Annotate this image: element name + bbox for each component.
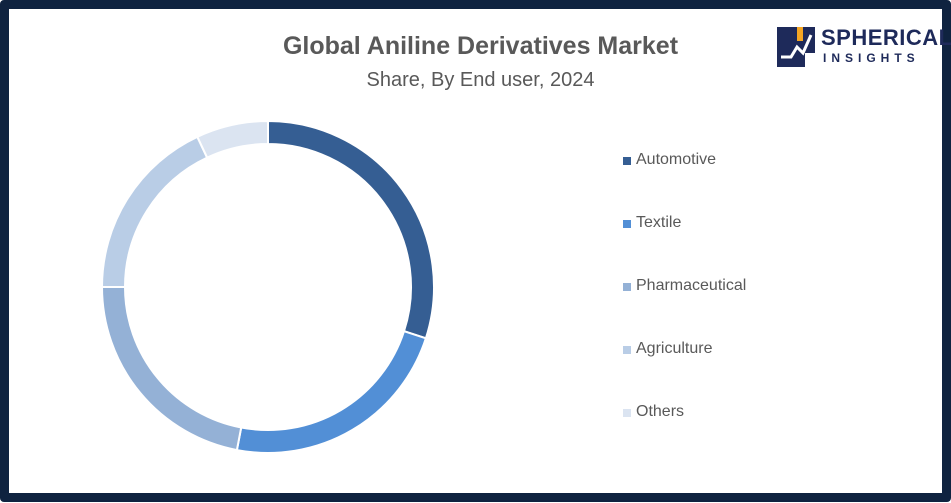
legend-label: Textile [636,214,682,231]
donut-slice-automotive [267,119,435,340]
logo-wordmark: SPHERICAL [821,25,951,50]
chart-title: Global Aniline Derivatives Market [282,32,679,60]
legend-label: Pharmaceutical [636,277,747,294]
legend-label: Agriculture [636,340,713,357]
donut-slice-others [195,119,269,159]
legend-swatch [623,409,631,417]
donut-slice-pharmaceutical [100,286,243,452]
legend-swatch [623,220,631,228]
logo-subtext: INSIGHTS [823,51,920,65]
legend-swatch [623,346,631,354]
legend-label: Automotive [636,151,717,168]
donut-chart [100,119,435,454]
chart-subtitle: Share, By End user, 2024 [366,69,595,91]
legend-label: Others [636,403,685,420]
logo-mark-icon [777,27,815,67]
legend-swatch [623,283,631,291]
legend-swatch [623,157,631,165]
donut-slice-textile [235,329,428,454]
donut-slice-agriculture [100,135,209,288]
brand-logo: SPHERICAL INSIGHTS [777,25,951,69]
